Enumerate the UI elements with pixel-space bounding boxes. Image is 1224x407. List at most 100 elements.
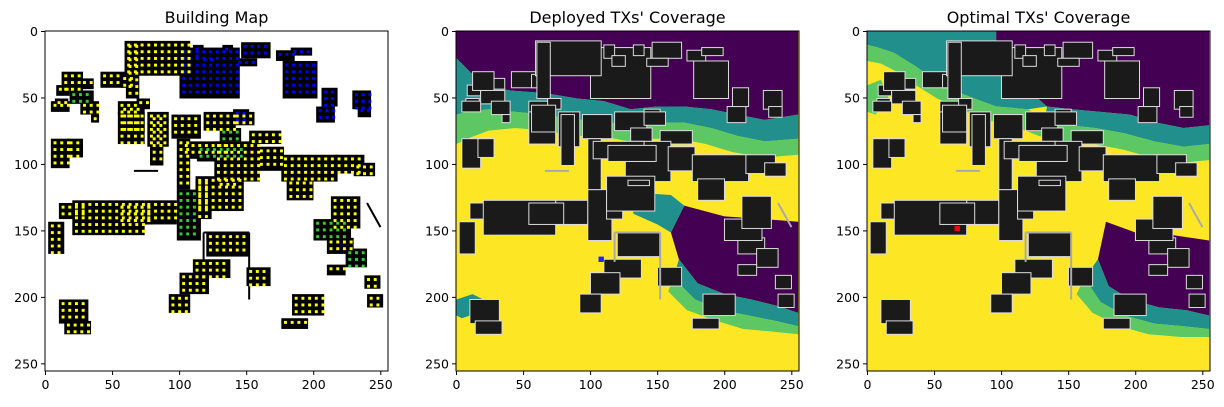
rx-marker — [290, 164, 294, 168]
rx-marker — [187, 56, 191, 60]
rx-marker — [222, 235, 226, 239]
rx-marker — [159, 117, 163, 121]
rx-marker — [64, 74, 68, 78]
rx-marker — [298, 90, 302, 94]
rx-marker — [250, 150, 254, 154]
rx-marker — [77, 87, 81, 91]
rx-marker — [206, 148, 210, 152]
building — [321, 87, 338, 107]
rx-marker — [283, 170, 287, 174]
rx-marker — [120, 134, 124, 138]
rx-marker — [202, 90, 206, 94]
building — [691, 317, 720, 330]
building — [136, 98, 151, 110]
rx-marker — [344, 164, 348, 168]
rx-marker — [218, 144, 222, 147]
rx-marker — [179, 192, 183, 196]
rx-marker — [191, 150, 195, 154]
rx-marker — [60, 154, 64, 158]
rx-marker — [70, 87, 74, 91]
rx-marker — [195, 50, 199, 54]
x-tick-label: 50 — [105, 377, 121, 392]
rx-marker — [184, 150, 188, 154]
rx-marker — [314, 303, 318, 307]
building — [501, 114, 511, 124]
rx-marker — [95, 209, 99, 213]
rx-marker — [333, 198, 337, 202]
rx-marker — [353, 212, 357, 216]
rx-marker — [219, 127, 223, 131]
rx-marker — [226, 154, 230, 158]
rx-marker — [154, 56, 157, 60]
rx-marker — [292, 70, 295, 74]
rx-marker — [140, 212, 144, 216]
rx-marker — [353, 198, 357, 202]
rx-marker — [108, 223, 112, 227]
rx-marker — [167, 209, 171, 213]
rx-marker — [222, 90, 226, 94]
building — [732, 87, 750, 108]
rx-marker — [242, 248, 246, 252]
rx-marker — [312, 83, 316, 87]
rx-marker — [53, 103, 57, 107]
rx-marker — [50, 251, 54, 255]
rx-marker — [304, 170, 308, 174]
rx-marker — [195, 54, 199, 58]
building — [741, 195, 772, 229]
rx-marker — [237, 170, 241, 174]
rx-marker — [219, 114, 223, 118]
rx-marker — [101, 229, 105, 233]
rx-marker — [156, 141, 160, 145]
rx-marker — [208, 248, 212, 252]
rx-marker — [61, 212, 65, 216]
building — [472, 71, 495, 91]
rx-marker — [81, 205, 85, 209]
rx-marker — [179, 232, 183, 236]
rx-marker — [128, 216, 132, 220]
rx-marker — [156, 121, 160, 125]
rx-marker — [186, 198, 190, 202]
rx-marker — [346, 225, 350, 229]
rx-marker — [95, 229, 99, 233]
rx-marker — [95, 216, 99, 220]
rx-marker — [85, 99, 89, 103]
rx-marker — [128, 209, 132, 213]
rx-marker — [262, 269, 266, 273]
rx-marker — [278, 133, 282, 137]
rx-marker — [325, 115, 329, 119]
building — [777, 293, 795, 309]
rx-marker — [147, 50, 151, 54]
rx-marker — [129, 114, 133, 118]
building — [1070, 130, 1104, 145]
rx-marker — [123, 107, 127, 111]
rx-marker — [333, 219, 337, 223]
rx-marker — [333, 205, 337, 209]
rx-marker — [140, 70, 144, 74]
rx-marker — [135, 78, 139, 82]
rx-marker — [202, 288, 206, 292]
building — [1043, 44, 1056, 57]
rx-marker — [330, 157, 334, 161]
building — [869, 221, 887, 255]
rx-marker — [88, 203, 92, 206]
x-tick-label: 150 — [235, 377, 259, 392]
building — [474, 320, 503, 335]
rx-marker — [215, 268, 219, 272]
rx-marker — [81, 308, 85, 312]
axes-frame — [455, 30, 800, 372]
rx-marker — [242, 235, 246, 239]
rx-marker — [229, 63, 233, 67]
rx-marker — [120, 121, 124, 125]
x-tick-label: 250 — [369, 377, 393, 392]
rx-marker — [373, 284, 377, 288]
rx-marker — [203, 58, 207, 62]
rx-marker — [133, 141, 137, 145]
rx-marker — [350, 157, 354, 161]
rx-marker — [135, 58, 139, 62]
building — [281, 154, 338, 182]
rx-marker — [289, 194, 293, 198]
rx-marker — [128, 91, 132, 95]
rx-marker — [304, 320, 308, 324]
building — [627, 179, 650, 187]
rx-marker — [87, 330, 90, 334]
